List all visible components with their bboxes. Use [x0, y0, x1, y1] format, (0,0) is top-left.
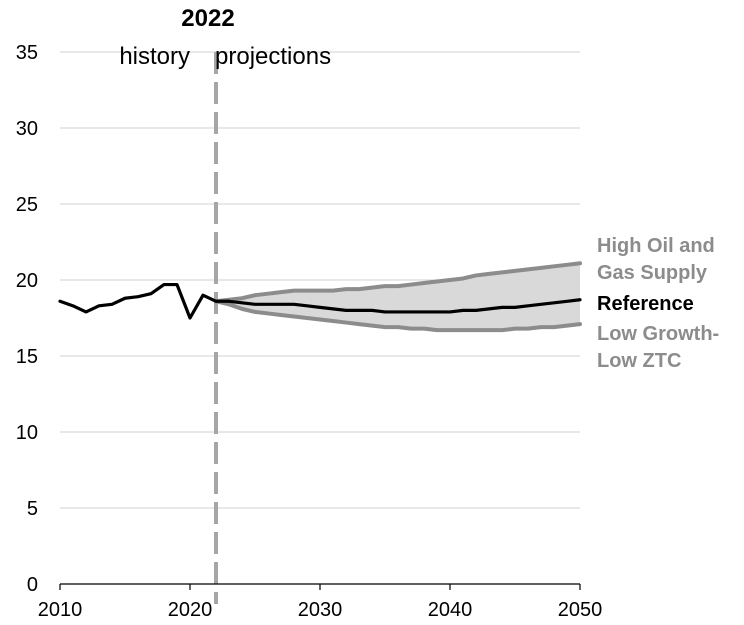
- series-label-reference: Reference: [597, 293, 694, 315]
- y-tick-label-10: 10: [16, 422, 38, 444]
- projections-label: projections: [215, 43, 331, 70]
- x-tick-label-2040: 2040: [428, 599, 473, 621]
- series-line-low-growth-low-ztc: [214, 299, 582, 333]
- y-tick-label-20: 20: [16, 270, 38, 292]
- y-tick-label-5: 5: [27, 498, 38, 520]
- gridlines: [60, 51, 580, 509]
- range-band-area: [216, 263, 580, 331]
- projection-range-band: [216, 263, 580, 331]
- x-tick-labels: 2010 2020 2030 2040 2050: [38, 599, 603, 621]
- series-label-low-growth-low-ztc: Low Growth-Low ZTC: [597, 323, 719, 372]
- series-lines: [58, 261, 582, 333]
- history-label: history: [119, 43, 190, 70]
- x-tick-label-2020: 2020: [168, 599, 213, 621]
- divider-year-label: 2022: [181, 5, 234, 32]
- x-tick-label-2030: 2030: [298, 599, 343, 621]
- y-tick-labels: 0 5 10 15 20 25 30 35: [16, 42, 38, 596]
- y-tick-label-35: 35: [16, 42, 38, 64]
- series-line-high-oil-and-gas-supply: [214, 261, 582, 304]
- x-tick-label-2010: 2010: [38, 599, 83, 621]
- x-tick-label-2050: 2050: [558, 599, 603, 621]
- axes: [59, 583, 581, 590]
- series-label-high-oil-and-gas-supply: High Oil and Gas Supply: [597, 235, 715, 284]
- y-tick-label-0: 0: [27, 574, 38, 596]
- y-tick-label-15: 15: [16, 346, 38, 368]
- y-tick-label-25: 25: [16, 194, 38, 216]
- series-labels: High Oil and Gas Supply Reference Low Growt…: [597, 235, 719, 372]
- series-line-reference: [58, 282, 582, 320]
- y-tick-label-30: 30: [16, 118, 38, 140]
